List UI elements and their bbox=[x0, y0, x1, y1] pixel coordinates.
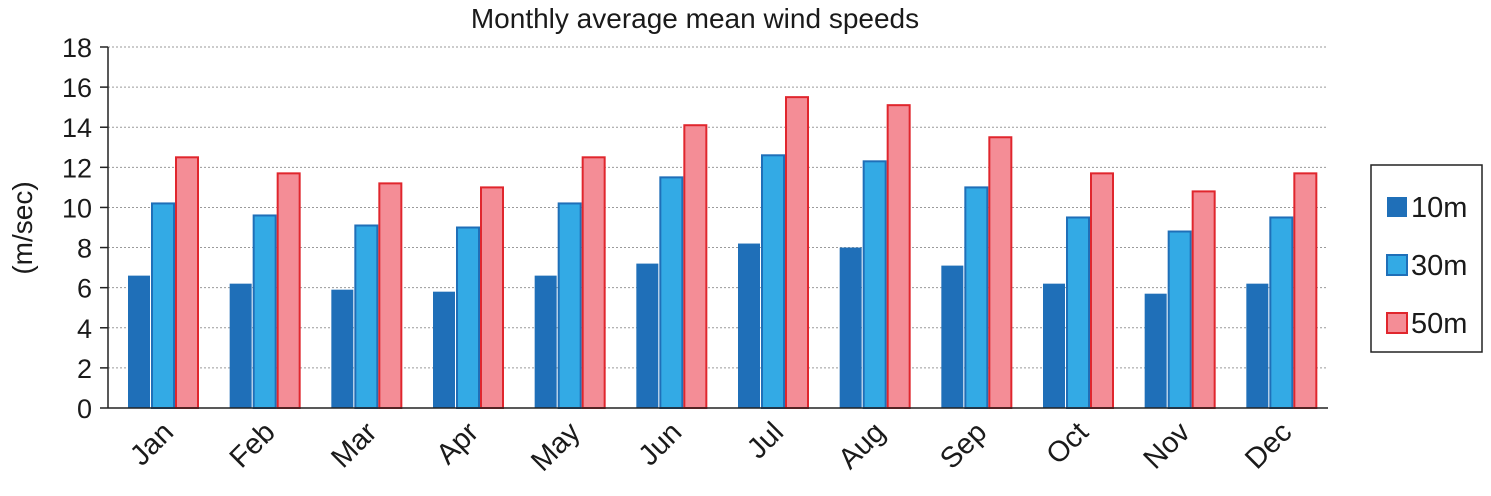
bar-30m-Jan bbox=[151, 202, 175, 409]
y-tick-label: 14 bbox=[62, 113, 92, 143]
bar-10m-Jun bbox=[636, 263, 659, 408]
bar-10m-Nov bbox=[1144, 293, 1167, 408]
bar-30m-Oct bbox=[1066, 216, 1090, 409]
bar-30m-Apr bbox=[456, 226, 480, 409]
bar-50m-Apr bbox=[480, 186, 504, 409]
x-tick-label: Jul bbox=[741, 416, 790, 465]
legend-swatch-50m bbox=[1386, 312, 1408, 334]
x-tick-label: Jun bbox=[633, 416, 689, 472]
axes bbox=[100, 46, 1328, 409]
x-tick-label: Nov bbox=[1138, 416, 1197, 475]
y-tick-label: 12 bbox=[62, 153, 92, 183]
legend-label: 10m bbox=[1411, 192, 1467, 224]
bar-50m-Feb bbox=[276, 172, 301, 409]
x-tick-label: Aug bbox=[832, 416, 891, 475]
chart-title: Monthly average mean wind speeds bbox=[471, 3, 919, 34]
legend-swatch-10m bbox=[1387, 197, 1407, 217]
bar-50m-Mar bbox=[378, 182, 403, 409]
legend: 10m 30m 50m bbox=[1370, 164, 1483, 353]
bars bbox=[128, 96, 1318, 410]
bar-10m-Aug bbox=[839, 247, 862, 408]
y-tick-label: 6 bbox=[77, 274, 92, 304]
bar-50m-Jul bbox=[785, 96, 809, 409]
bar-50m-Oct bbox=[1090, 172, 1114, 409]
bar-10m-May bbox=[534, 275, 557, 408]
x-tick-labels: Jan Feb Mar Apr May Jun Jul Aug Sep Oct Nov Dec bbox=[124, 416, 1298, 478]
legend-label: 30m bbox=[1411, 250, 1467, 282]
x-tick-label: Sep bbox=[934, 416, 993, 475]
x-tick-label: Mar bbox=[325, 416, 383, 474]
bar-10m-Dec bbox=[1246, 283, 1269, 408]
bar-30m-Feb bbox=[252, 214, 277, 409]
y-axis-label: (m/sec) bbox=[7, 181, 38, 274]
y-tick-label: 4 bbox=[77, 314, 92, 344]
y-tick-label: 0 bbox=[77, 394, 92, 424]
bar-30m-Jul bbox=[761, 154, 785, 409]
bar-50m-Sep bbox=[988, 136, 1013, 409]
bar-30m-Nov bbox=[1167, 230, 1192, 409]
y-tick-labels: 0 2 4 6 8 10 12 14 16 18 bbox=[62, 33, 92, 424]
bar-10m-Jan bbox=[128, 275, 150, 408]
x-tick-label: Jan bbox=[124, 416, 180, 472]
bar-50m-Dec bbox=[1293, 172, 1318, 409]
bar-10m-Feb bbox=[229, 283, 252, 408]
bar-50m-Aug bbox=[886, 104, 911, 410]
legend-swatch-30m bbox=[1386, 254, 1408, 276]
bar-50m-Jan bbox=[175, 156, 199, 409]
bar-10m-Jul bbox=[738, 243, 760, 408]
y-tick-label: 16 bbox=[62, 73, 92, 103]
bar-30m-Jun bbox=[659, 176, 684, 409]
y-tick-label: 8 bbox=[77, 234, 92, 264]
bar-30m-Sep bbox=[964, 186, 989, 409]
x-tick-label: Feb bbox=[224, 416, 282, 474]
bar-30m-Dec bbox=[1269, 216, 1294, 409]
bar-50m-Nov bbox=[1191, 190, 1216, 409]
bar-50m-May bbox=[581, 156, 606, 409]
bar-30m-Mar bbox=[354, 224, 379, 409]
x-tick-label: Apr bbox=[430, 416, 485, 471]
bar-10m-Mar bbox=[331, 289, 354, 408]
bar-50m-Jun bbox=[683, 124, 708, 409]
x-tick-label: Oct bbox=[1040, 416, 1095, 471]
bar-10m-Sep bbox=[941, 265, 964, 408]
legend-label: 50m bbox=[1411, 308, 1467, 340]
y-tick-label: 2 bbox=[77, 354, 92, 384]
bar-30m-Aug bbox=[862, 160, 887, 409]
y-tick-label: 10 bbox=[62, 193, 92, 223]
x-tick-label: May bbox=[525, 416, 587, 478]
bar-30m-May bbox=[557, 202, 582, 409]
bar-10m-Oct bbox=[1043, 283, 1065, 408]
gridlines bbox=[108, 46, 1328, 369]
y-tick-label: 18 bbox=[62, 33, 92, 63]
bar-10m-Apr bbox=[433, 291, 455, 408]
x-tick-label: Dec bbox=[1239, 416, 1298, 475]
